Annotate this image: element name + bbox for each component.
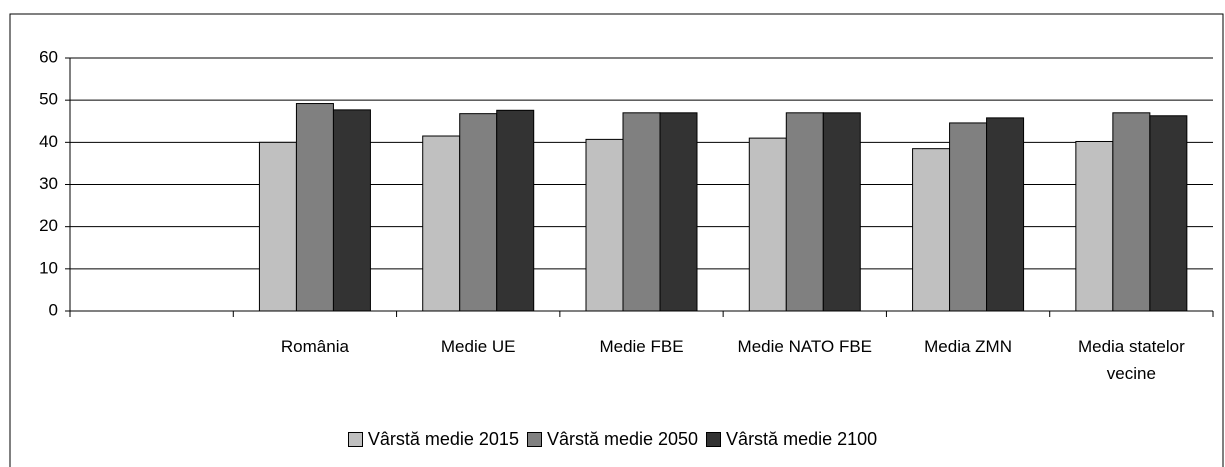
y-tick-label: 50 xyxy=(39,90,58,109)
x-tick-label: Medie FBE xyxy=(599,337,684,356)
legend-swatch xyxy=(706,432,722,447)
x-tick-label: România xyxy=(280,337,349,356)
legend-item: Vârstă medie 2015 xyxy=(347,429,519,450)
bar xyxy=(986,117,1025,312)
bar xyxy=(785,112,824,312)
y-tick-label: 60 xyxy=(39,47,58,66)
bar xyxy=(496,109,535,312)
x-tick-label: Medie UE xyxy=(440,337,516,356)
legend-item: Vârstă medie 2100 xyxy=(706,429,877,450)
legend-swatch xyxy=(526,432,542,447)
x-tick-label: Media statelor vecine xyxy=(1077,337,1185,383)
bar xyxy=(258,141,297,312)
chart-frame xyxy=(9,13,1224,467)
bar xyxy=(1075,140,1114,312)
bar xyxy=(1112,112,1151,312)
bar xyxy=(459,113,498,312)
bar xyxy=(822,112,861,312)
x-tick-label: Medie NATO FBE xyxy=(737,337,873,356)
legend-label: Vârstă medie 2015 xyxy=(367,429,519,449)
legend-item: Vârstă medie 2050 xyxy=(526,429,699,450)
legend-label: Vârstă medie 2100 xyxy=(726,429,878,449)
bar xyxy=(585,138,624,312)
bar xyxy=(949,122,988,312)
legend-swatch xyxy=(347,432,363,447)
x-tick-label: Media ZMN xyxy=(924,337,1012,356)
bar xyxy=(748,137,787,312)
y-tick-label: 40 xyxy=(39,132,58,151)
bar xyxy=(422,135,461,312)
bar xyxy=(332,109,371,312)
y-tick-label: 0 xyxy=(49,300,58,319)
y-tick-label: 10 xyxy=(39,258,58,277)
bar xyxy=(1149,115,1188,312)
legend-label: Vârstă medie 2050 xyxy=(546,429,699,449)
bar xyxy=(295,103,334,312)
bar xyxy=(659,112,698,312)
y-tick-label: 20 xyxy=(39,216,58,235)
y-tick-label: 30 xyxy=(39,174,58,193)
bar xyxy=(912,148,951,312)
legend: Vârstă medie 2015 Vârstă medie 2050 Vârstă… xyxy=(0,429,1225,450)
bar xyxy=(622,112,661,312)
